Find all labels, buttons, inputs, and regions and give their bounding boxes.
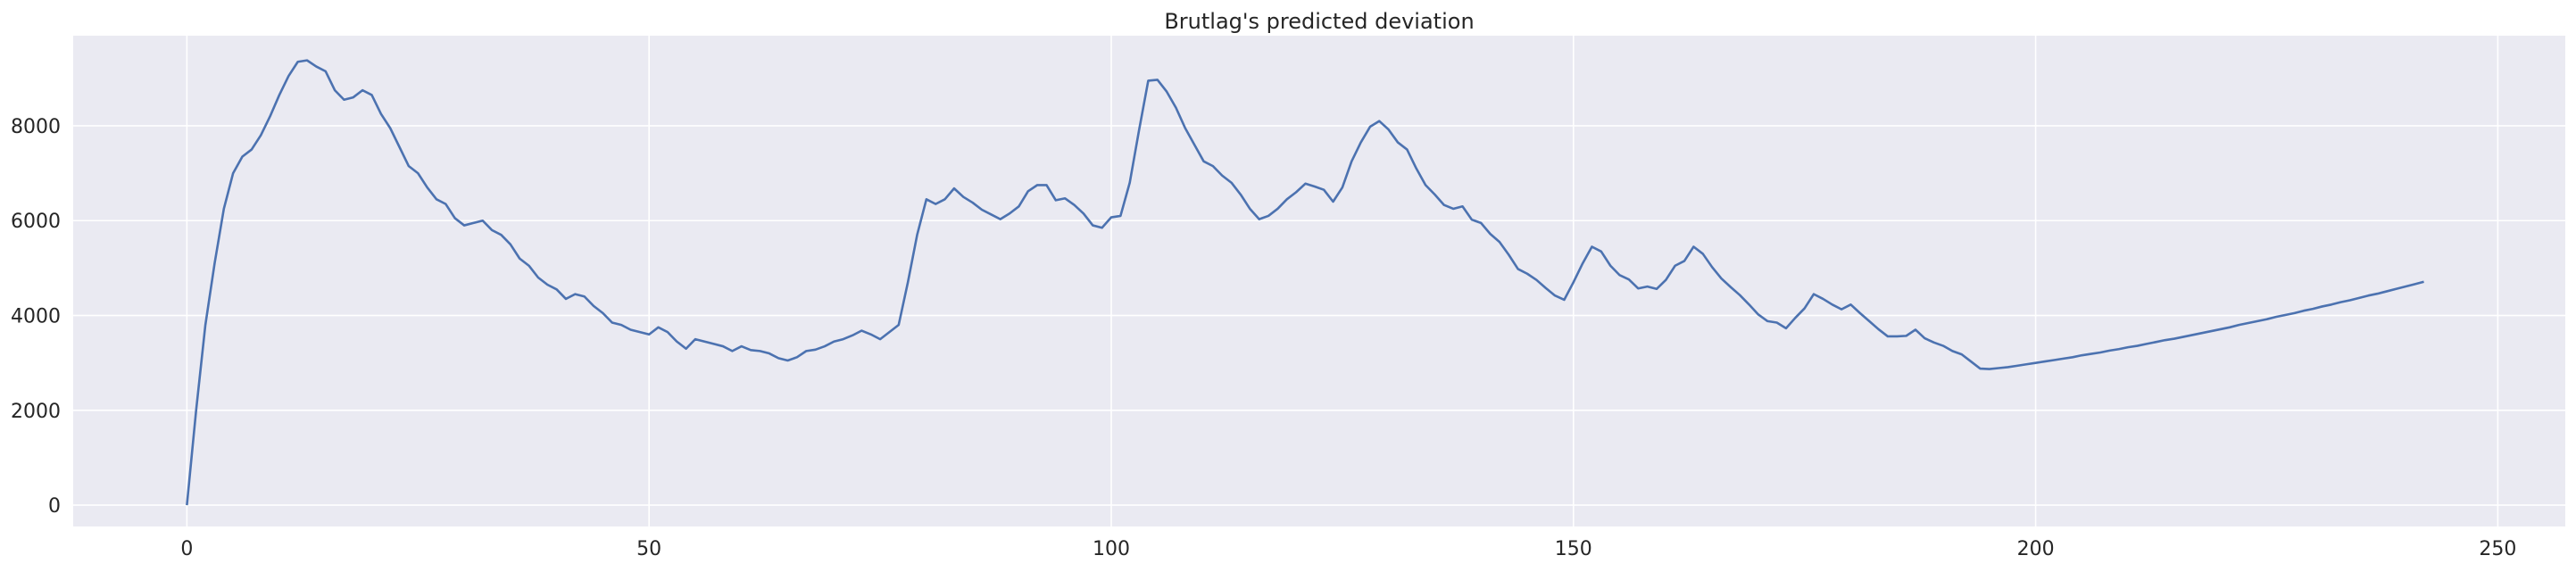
y-tick-labels: 0 2000 4000 6000 8000 xyxy=(11,116,61,518)
series-layer xyxy=(186,59,2424,506)
x-tick-label: 100 xyxy=(1093,538,1130,560)
y-tick-label: 2000 xyxy=(11,401,61,423)
x-tick-label: 200 xyxy=(2017,538,2055,560)
x-tick-label: 0 xyxy=(180,538,193,560)
series-line xyxy=(186,59,2424,506)
x-tick-labels: 0 50 100 150 200 250 xyxy=(180,538,2516,560)
gridlines xyxy=(73,36,2565,526)
plot-area xyxy=(73,36,2565,526)
y-tick-label: 4000 xyxy=(11,306,61,328)
chart-title: Brutlag's predicted deviation xyxy=(1164,9,1474,34)
x-tick-label: 50 xyxy=(636,538,661,560)
y-tick-label: 6000 xyxy=(11,211,61,233)
x-tick-label: 250 xyxy=(2479,538,2516,560)
y-tick-label: 8000 xyxy=(11,116,61,138)
x-tick-label: 150 xyxy=(1555,538,1592,560)
y-tick-label: 0 xyxy=(48,495,61,518)
